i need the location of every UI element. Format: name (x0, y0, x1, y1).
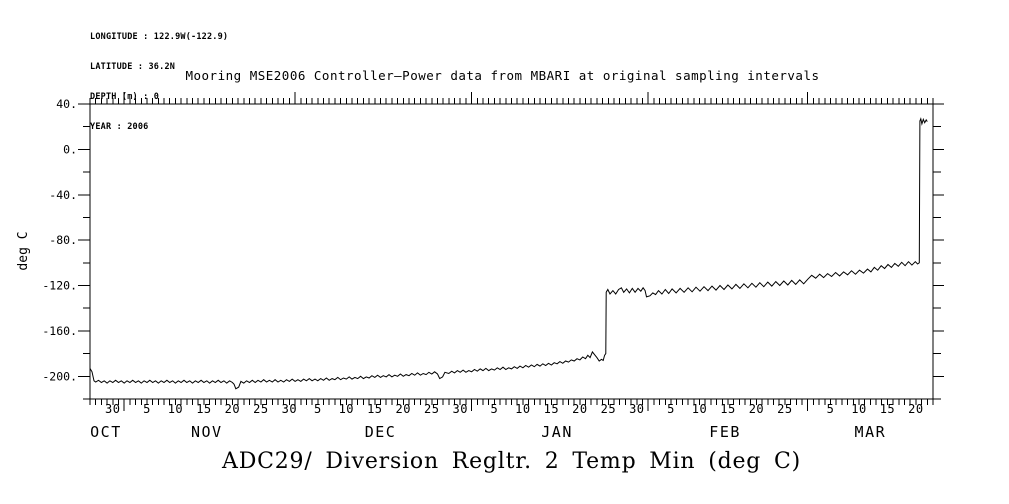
x-tick-label: 15 (367, 402, 382, 416)
x-tick-label: 15 (544, 402, 559, 416)
month-label: DEC (365, 423, 397, 441)
x-tick-label: 25 (253, 402, 268, 416)
month-label: MAR (855, 423, 887, 441)
temperature-series-line (89, 117, 928, 390)
x-tick-label: 5 (667, 402, 675, 416)
x-tick-label: 20 (908, 402, 923, 416)
x-tick-label: 5 (143, 402, 151, 416)
bottom-axis-title: ADC29/ Diversion Regltr. 2 Temp Min (deg… (222, 449, 801, 474)
x-tick-label: 25 (777, 402, 792, 416)
x-tick-label: 10 (851, 402, 866, 416)
x-tick-label: 15 (720, 402, 735, 416)
month-label: NOV (191, 423, 223, 441)
metadata-block: LONGITUDE : 122.9W(-122.9) LATITUDE : 36… (90, 12, 228, 152)
x-tick-label: 25 (601, 402, 616, 416)
month-label: FEB (709, 423, 741, 441)
x-tick-label: 5 (827, 402, 835, 416)
x-tick-label: 10 (515, 402, 530, 416)
y-tick-label: 40. (56, 97, 77, 111)
x-tick-label: 30 (282, 402, 297, 416)
x-tick-label: 20 (572, 402, 587, 416)
x-tick-label: 5 (491, 402, 499, 416)
axes-group (78, 92, 944, 411)
month-label: JAN (541, 423, 573, 441)
x-tick-label: 15 (880, 402, 895, 416)
x-tick-label: 30 (629, 402, 644, 416)
y-tick-label: -40. (49, 188, 77, 202)
x-tick-label: 10 (168, 402, 183, 416)
x-tick-label: 20 (749, 402, 764, 416)
y-tick-label: -80. (49, 233, 77, 247)
y-tick-label: -160. (42, 324, 77, 338)
x-tick-label: 25 (424, 402, 439, 416)
y-tick-label: 0. (63, 142, 77, 156)
chart-title: Mooring MSE2006 Controller–Power data fr… (185, 68, 820, 83)
x-tick-label: 15 (196, 402, 211, 416)
x-tick-label: 10 (692, 402, 707, 416)
metadata-longitude: LONGITUDE : 122.9W(-122.9) (90, 32, 229, 42)
x-tick-label: 20 (396, 402, 411, 416)
y-tick-label: -120. (42, 279, 77, 293)
y-tick-label: -200. (42, 369, 77, 383)
metadata-latitude: LATITUDE : 36.2N (90, 62, 176, 72)
x-tick-label: 10 (339, 402, 354, 416)
x-tick-label: 20 (225, 402, 240, 416)
x-tick-label: 5 (314, 402, 322, 416)
metadata-year: YEAR : 2006 (90, 122, 149, 132)
x-tick-label: 30 (453, 402, 468, 416)
x-tick-label: 30 (105, 402, 120, 416)
metadata-depth: DEPTH (m) : 0 (90, 92, 160, 102)
month-label: OCT (90, 423, 122, 441)
y-axis-title: deg C (16, 231, 31, 270)
